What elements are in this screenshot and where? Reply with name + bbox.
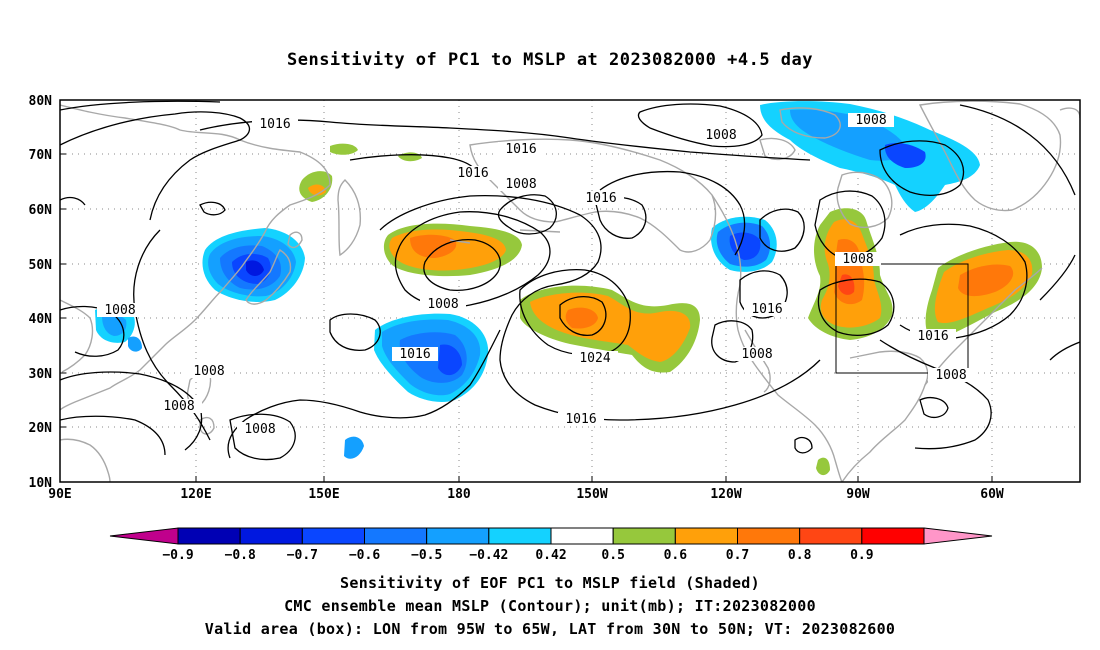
colorbar-labels: −0.9 −0.8 −0.7 −0.6 −0.5 −0.42 0.42 0.5 0.6 0.7 0.… xyxy=(162,548,873,563)
lon-label: 90W xyxy=(846,487,870,502)
contour-label: 1008 xyxy=(505,177,536,192)
caption-line-3: Valid area (box): LON from 95W to 65W, L… xyxy=(204,620,896,638)
lat-labels: 80N 70N 60N 50N 40N 30N 20N 10N xyxy=(29,94,53,491)
contour-label: 1016 xyxy=(917,329,948,344)
contour-label: 1016 xyxy=(751,302,782,317)
colorbar-swatch xyxy=(488,527,552,545)
colorbar-swatch xyxy=(177,527,241,545)
contour-label: 1008 xyxy=(193,364,224,379)
colorbar-swatch xyxy=(550,527,614,545)
contour-labels: 1016 1016 1016 1008 1008 1016 1008 1008 … xyxy=(97,113,974,437)
contour-label: 1016 xyxy=(505,142,536,157)
lat-label: 60N xyxy=(29,203,53,218)
colorbar-label: −0.6 xyxy=(349,548,380,563)
colorbar-swatch xyxy=(612,527,676,545)
contour-label: 1016 xyxy=(585,191,616,206)
colorbar-label: −0.8 xyxy=(225,548,256,563)
colorbar-label: 0.6 xyxy=(664,548,688,563)
colorbar-swatch xyxy=(674,527,738,545)
lon-label: 150W xyxy=(576,487,607,502)
contour-label: 1016 xyxy=(399,347,430,362)
contour-label: 1008 xyxy=(244,422,275,437)
lat-label: 20N xyxy=(29,421,53,436)
tick-marks xyxy=(60,99,993,483)
coastlines xyxy=(60,100,1080,482)
lon-labels: 90E 120E 150E 180 150W 120W 90W 60W xyxy=(48,487,1004,502)
lon-label: 120E xyxy=(180,487,211,502)
contour-label: 1008 xyxy=(104,303,135,318)
lon-label: 150E xyxy=(308,487,339,502)
colorbar-label: 0.8 xyxy=(788,548,812,563)
contour-label: 1024 xyxy=(579,351,610,366)
colorbar-swatch xyxy=(239,527,303,545)
lat-label: 50N xyxy=(29,258,53,273)
caption-line-2: CMC ensemble mean MSLP (Contour); unit(m… xyxy=(284,597,816,615)
colorbar-label: −0.9 xyxy=(162,548,193,563)
lat-label: 40N xyxy=(29,312,53,327)
colorbar-label: −0.7 xyxy=(287,548,318,563)
colorbar-label: 0.7 xyxy=(726,548,749,563)
colorbar-label: 0.9 xyxy=(850,548,873,563)
lon-label: 90E xyxy=(48,487,71,502)
colorbar-swatch xyxy=(861,527,925,545)
colorbar-label: 0.42 xyxy=(535,548,566,563)
lat-label: 10N xyxy=(29,476,53,491)
colorbar-swatch xyxy=(799,527,863,545)
caption-line-1: Sensitivity of EOF PC1 to MSLP field (Sh… xyxy=(340,574,760,592)
contour-label: 1008 xyxy=(935,368,966,383)
lon-label: 180 xyxy=(447,487,471,502)
chart-title: Sensitivity of PC1 to MSLP at 2023082000… xyxy=(286,50,813,70)
contour-label: 1008 xyxy=(705,128,736,143)
colorbar-label: −0.42 xyxy=(469,548,508,563)
lon-label: 60W xyxy=(980,487,1004,502)
colorbar-arrow-low xyxy=(109,527,179,545)
colorbar-swatch xyxy=(737,527,801,545)
valid-area-box xyxy=(835,263,969,374)
contour-label: 1016 xyxy=(457,166,488,181)
colorbar-swatch xyxy=(426,527,490,545)
contour-label: 1008 xyxy=(741,347,772,362)
colorbar-swatch xyxy=(364,527,428,545)
lat-label: 80N xyxy=(29,94,53,109)
contour-label: 1016 xyxy=(565,412,596,427)
colorbar-swatch xyxy=(301,527,366,545)
colorbar-arrow-high xyxy=(923,527,993,545)
lat-label: 30N xyxy=(29,367,53,382)
colorbar xyxy=(109,527,993,545)
lat-label: 70N xyxy=(29,148,53,163)
contour-label: 1008 xyxy=(163,399,194,414)
lon-label: 120W xyxy=(710,487,741,502)
shading-positive xyxy=(299,143,1042,476)
contour-label: 1008 xyxy=(427,297,458,312)
colorbar-label: 0.5 xyxy=(601,548,624,563)
contour-label: 1008 xyxy=(842,252,873,267)
plot-frame xyxy=(59,99,1081,483)
colorbar-label: −0.5 xyxy=(411,548,442,563)
contour-label: 1016 xyxy=(259,117,290,132)
contour-label: 1008 xyxy=(855,113,886,128)
